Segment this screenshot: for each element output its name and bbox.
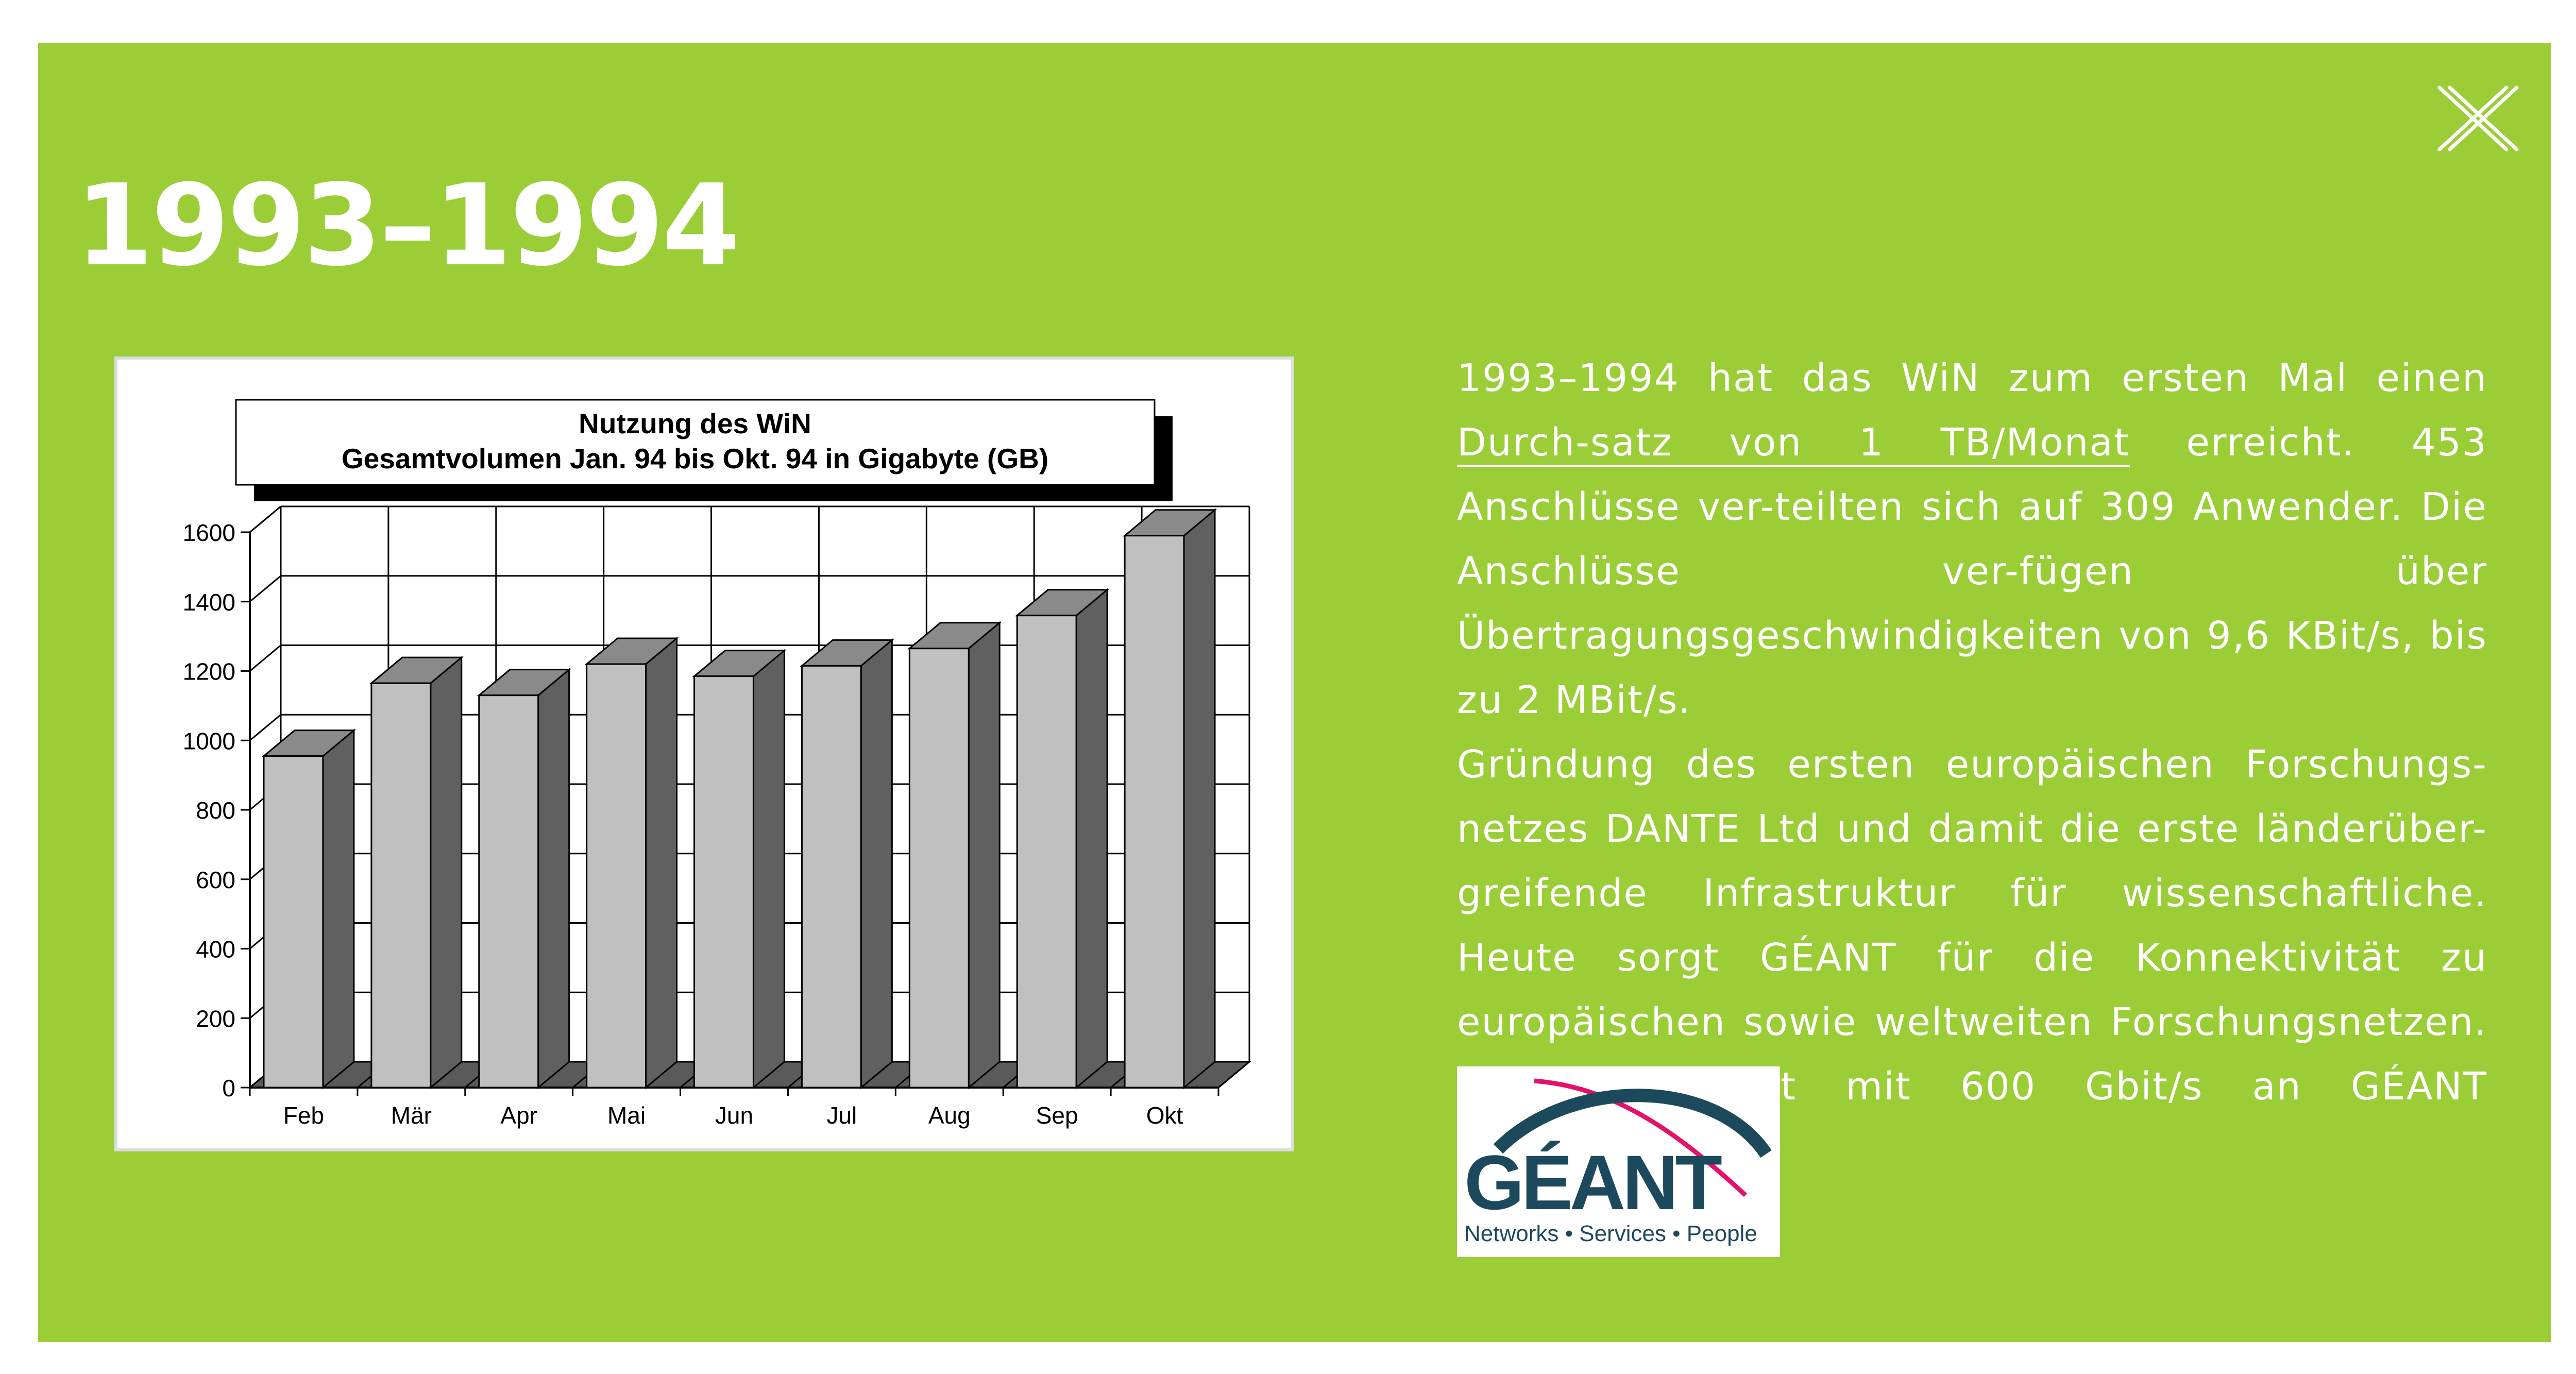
chart-svg: 0 200 400 600 800 1000 1200 1400 1600 Feb Mär Apr Ma… [183,399,1252,1129]
bar-Mai [584,636,679,1090]
paragraph-1-end: erreicht. 453 Anschlüsse ver-teilten sic… [1457,420,2488,722]
chart-subtitle: Gesamtvolumen Jan. 94 bis Okt. 94 in Gig… [342,443,1048,474]
x-tick-label: Mär [391,1102,432,1129]
paragraph-2: Gründung des ersten europäischen Forschu… [1457,742,2487,1173]
bar-front [801,665,862,1089]
bar-Aug [907,621,1002,1090]
bar-Jul [800,638,894,1090]
geant-logo: GÉANT Networks • Services • People [1457,1066,1780,1257]
chart-title: Nutzung des WiN [579,408,811,439]
bar-Okt [1122,508,1217,1090]
bar-front [1016,615,1077,1089]
bar-Feb [261,728,357,1090]
y-tick-label: 1200 [183,658,235,685]
gridline-side [249,714,281,741]
gridline-side [249,575,281,602]
description: 1993–1994 hat das WiN zum ersten Mal ein… [1457,346,2487,1183]
x-tick-label: Okt [1146,1102,1183,1129]
y-tick-label: 600 [196,867,235,893]
bar-front [1124,535,1185,1089]
bar-side [430,655,463,1090]
throughput-link[interactable]: Durch-satz von 1 TB/Monat [1457,420,2130,467]
bar-side [645,636,678,1090]
y-tick-label: 1400 [183,589,235,616]
gridline-side [249,644,281,672]
paragraph-1-start: 1993–1994 hat das WiN zum ersten Mal ein… [1457,356,2487,400]
bar-front [478,694,539,1089]
logo-wordmark: GÉANT [1464,1139,1722,1226]
chart-title-box: Nutzung des WiN Gesamtvolumen Jan. 94 bi… [235,399,1173,501]
bar-side [752,649,785,1090]
x-tick-label: Jul [826,1102,857,1129]
x-tick-label: Jun [715,1102,753,1129]
bar-front [908,648,970,1089]
logo-tagline: Networks • Services • People [1464,1221,1757,1246]
bar-front [586,663,647,1089]
paragraph-1: 1993–1994 hat das WiN zum ersten Mal ein… [1457,346,2487,733]
y-tick-label: 400 [196,936,235,963]
bar-front [693,675,754,1089]
bar-side [1075,588,1108,1090]
y-tick-label: 800 [196,797,235,824]
bar-Sep [1015,588,1110,1090]
usage-chart: 0 200 400 600 800 1000 1200 1400 1600 Feb Mär Apr Ma… [114,357,1294,1151]
bar-front [263,755,324,1089]
y-tick-label: 1000 [183,727,235,754]
y-tick-label: 200 [196,1005,235,1032]
floor-line [1218,1061,1250,1089]
axis-edge [249,505,281,533]
close-x-icon [2437,86,2519,151]
bar-side [1183,508,1216,1090]
page-title: 1993–1994 [75,161,740,291]
bar-Jun [692,649,787,1090]
bar-side [537,668,570,1090]
x-tick-label: Aug [928,1102,971,1129]
close-button[interactable] [2429,82,2522,155]
x-tick-label: Apr [500,1102,537,1129]
y-tick-label: 0 [222,1075,235,1101]
bar-Apr [477,668,571,1090]
chart-title-frame [235,399,1156,486]
bar-side [322,728,355,1090]
y-tick-label: 1600 [183,519,235,546]
bar-side [860,638,893,1090]
x-tick-label: Mai [607,1102,646,1129]
geant-swoosh-icon [1493,1078,1772,1197]
bar-Mär [369,655,464,1090]
x-tick-label: Feb [283,1102,324,1129]
x-tick-label: Sep [1036,1102,1078,1129]
bar-front [370,682,432,1089]
bar-side [968,621,1001,1090]
